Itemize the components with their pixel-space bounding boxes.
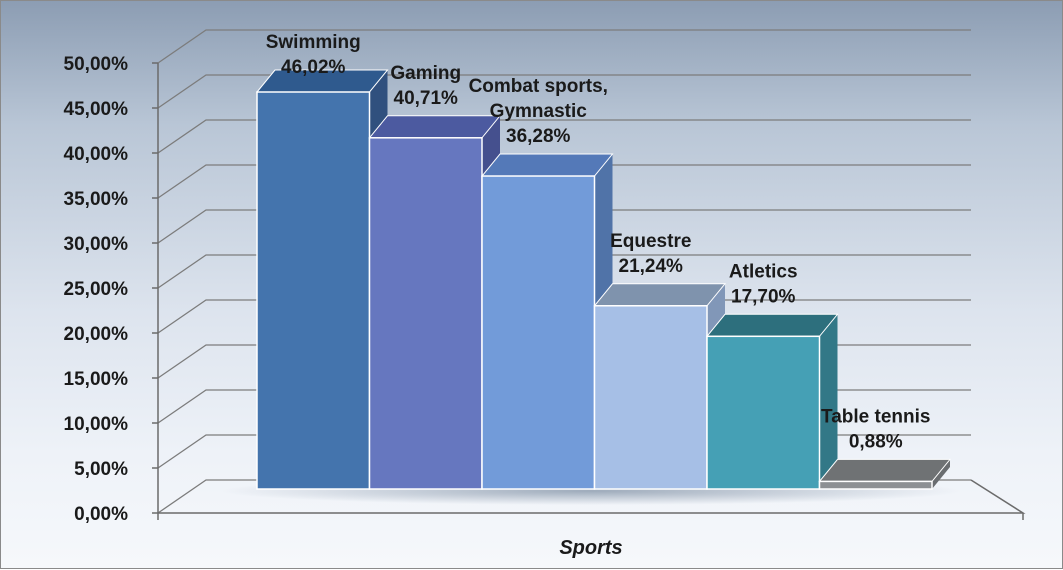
bar [705,313,839,490]
bar-front [593,305,708,490]
bar-top [705,313,839,337]
bar [255,69,389,490]
gridline [157,29,971,64]
y-tick-label: 35,00% [64,189,129,210]
bar-side [932,459,950,489]
bar-front [706,335,821,490]
data-label: Swimming 46,02% [266,32,361,78]
gridline [157,119,971,154]
bar-front [256,91,371,490]
y-tick-label: 0,00% [74,504,128,525]
gridline [157,164,971,199]
y-tick-label: 20,00% [64,324,129,345]
y-tick-label: 15,00% [64,369,129,390]
y-tick-label: 25,00% [64,279,129,300]
y-tick-label: 50,00% [64,54,129,75]
data-label: Combat sports, Gymnastic 36,28% [469,76,608,147]
bar-front [481,175,596,490]
bar [480,153,614,490]
bar-top [593,283,727,307]
gridlines [157,29,971,514]
bar-top [480,153,614,177]
data-labels: Swimming 46,02% Gaming 40,71%Combat sports,… [266,32,931,452]
bar-front [818,480,933,490]
bars [221,69,961,505]
y-tick-label: 10,00% [64,414,129,435]
bar-side [819,314,838,489]
gridline [157,209,971,244]
x-axis-title: Sports [559,537,622,559]
data-label: Gaming 40,71% [390,63,461,109]
gridline [157,254,971,289]
y-tick-label: 45,00% [64,99,129,120]
gridline [157,74,971,109]
bar-top [368,115,502,139]
data-label: Equestre 21,24% [610,231,691,277]
y-tick-label: 5,00% [74,459,128,480]
axes: 0,00% 5,00% 10,00% 15,00% 20,00% 25,00% 30,00%… [64,54,1026,525]
data-label: Atletics 17,70% [729,261,798,307]
y-tick-label: 30,00% [64,234,129,255]
bar-top [818,458,952,482]
bar [593,283,727,490]
bar [368,115,502,490]
data-label: Table tennis 0,88% [821,406,930,452]
bar [818,458,952,490]
bar-front [368,137,483,490]
y-tick-label: 40,00% [64,144,129,165]
